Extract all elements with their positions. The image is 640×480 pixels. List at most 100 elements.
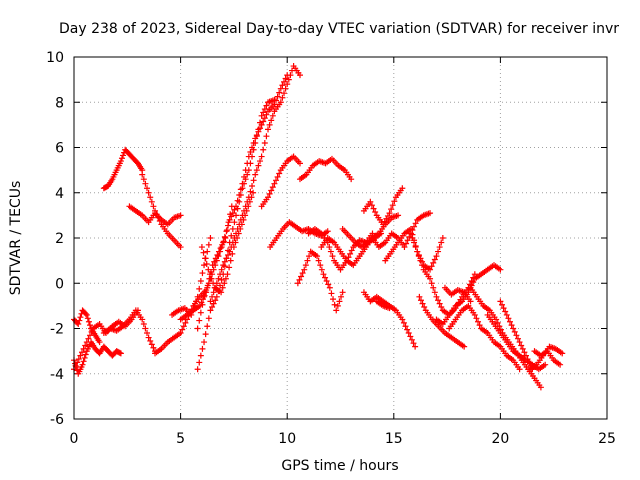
data-point-plus (83, 311, 90, 318)
data-point-plus (258, 153, 265, 160)
data-point-plus (282, 85, 289, 92)
data-point-plus (202, 331, 209, 338)
data-point-plus (215, 275, 222, 282)
data-point-plus (86, 322, 93, 329)
data-point-plus (221, 280, 228, 287)
data-point-plus (294, 280, 301, 287)
data-point-plus (407, 230, 414, 237)
data-point-plus (209, 293, 216, 300)
data-point-plus (412, 220, 419, 227)
data-point-plus (213, 257, 220, 264)
data-point-plus (411, 239, 418, 246)
data-point-plus (367, 198, 374, 205)
data-point-plus (403, 240, 410, 247)
series-arc-h (139, 171, 184, 251)
data-point-plus (281, 78, 288, 85)
data-point-plus (231, 219, 238, 226)
data-point-plus (516, 339, 523, 346)
data-point-plus (208, 275, 215, 282)
data-point-plus (233, 203, 240, 210)
series-arc-v (360, 185, 406, 228)
data-point-plus (140, 320, 147, 327)
data-point-plus (327, 248, 334, 255)
data-point-plus (274, 93, 281, 100)
data-point-plus (269, 184, 276, 191)
data-point-plus (414, 248, 421, 255)
data-point-plus (322, 274, 329, 281)
data-point-plus (505, 315, 512, 322)
data-point-plus (324, 228, 331, 235)
data-point-plus (223, 228, 230, 235)
data-point-plus (210, 300, 217, 307)
data-point-plus (204, 248, 211, 255)
data-point-plus (331, 301, 338, 308)
data-point-plus (506, 318, 513, 325)
x-tick-label: 10 (278, 431, 296, 447)
data-point-plus (207, 298, 214, 305)
data-point-plus (156, 218, 163, 225)
data-points (71, 63, 566, 391)
data-point-plus (282, 75, 289, 82)
data-point-plus (75, 320, 82, 327)
data-point-plus (229, 250, 236, 257)
data-point-plus (80, 358, 87, 365)
data-point-plus (273, 97, 280, 104)
data-point-plus (153, 211, 160, 218)
data-point-plus (333, 307, 340, 314)
data-point-plus (250, 139, 257, 146)
data-point-plus (388, 206, 395, 213)
data-point-plus (199, 270, 206, 277)
x-tick-label: 5 (176, 431, 185, 447)
data-point-plus (77, 314, 84, 321)
data-point-plus (315, 257, 322, 264)
data-point-plus (82, 342, 89, 349)
data-point-plus (212, 262, 219, 269)
data-point-plus (402, 323, 409, 330)
data-point-plus (304, 257, 311, 264)
series-arc-y (360, 289, 419, 350)
y-tick-label: -2 (50, 322, 64, 338)
data-point-plus (306, 253, 313, 260)
series-arc-f (100, 146, 146, 192)
data-point-plus (475, 318, 482, 325)
data-point-plus (177, 244, 184, 251)
chart-title: Day 238 of 2023, Sidereal Day-to-day VTE… (59, 21, 619, 37)
data-point-plus (542, 361, 549, 368)
data-point-plus (250, 177, 257, 184)
data-point-plus (317, 262, 324, 269)
data-point-plus (518, 342, 525, 349)
data-point-plus (296, 276, 303, 283)
data-point-plus (263, 111, 270, 118)
y-tick-label: 0 (55, 276, 64, 292)
data-point-plus (500, 305, 507, 312)
data-point-plus (428, 263, 435, 270)
data-point-plus (276, 170, 283, 177)
data-point-plus (510, 325, 517, 332)
data-point-plus (233, 212, 240, 219)
data-point-plus (221, 233, 228, 240)
data-point-plus (260, 109, 267, 116)
data-point-plus (219, 284, 226, 291)
data-point-plus (266, 190, 273, 197)
data-point-plus (559, 350, 566, 357)
data-point-plus (229, 210, 236, 217)
data-point-plus (204, 323, 211, 330)
data-point-plus (217, 271, 224, 278)
data-point-plus (201, 293, 208, 300)
data-point-plus (269, 112, 276, 119)
series-arc-ah (527, 343, 566, 373)
data-point-plus (235, 230, 242, 237)
y-tick-label: -6 (50, 412, 64, 428)
data-point-plus (421, 304, 428, 311)
data-point-plus (231, 206, 238, 213)
data-point-plus (395, 212, 402, 219)
data-point-plus (502, 308, 509, 315)
data-point-plus (433, 253, 440, 260)
data-point-plus (279, 94, 286, 101)
data-point-plus (228, 232, 235, 239)
data-point-plus (378, 230, 385, 237)
data-point-plus (368, 202, 375, 209)
data-point-plus (206, 271, 213, 278)
data-point-plus (193, 298, 200, 305)
data-point-plus (252, 171, 259, 178)
